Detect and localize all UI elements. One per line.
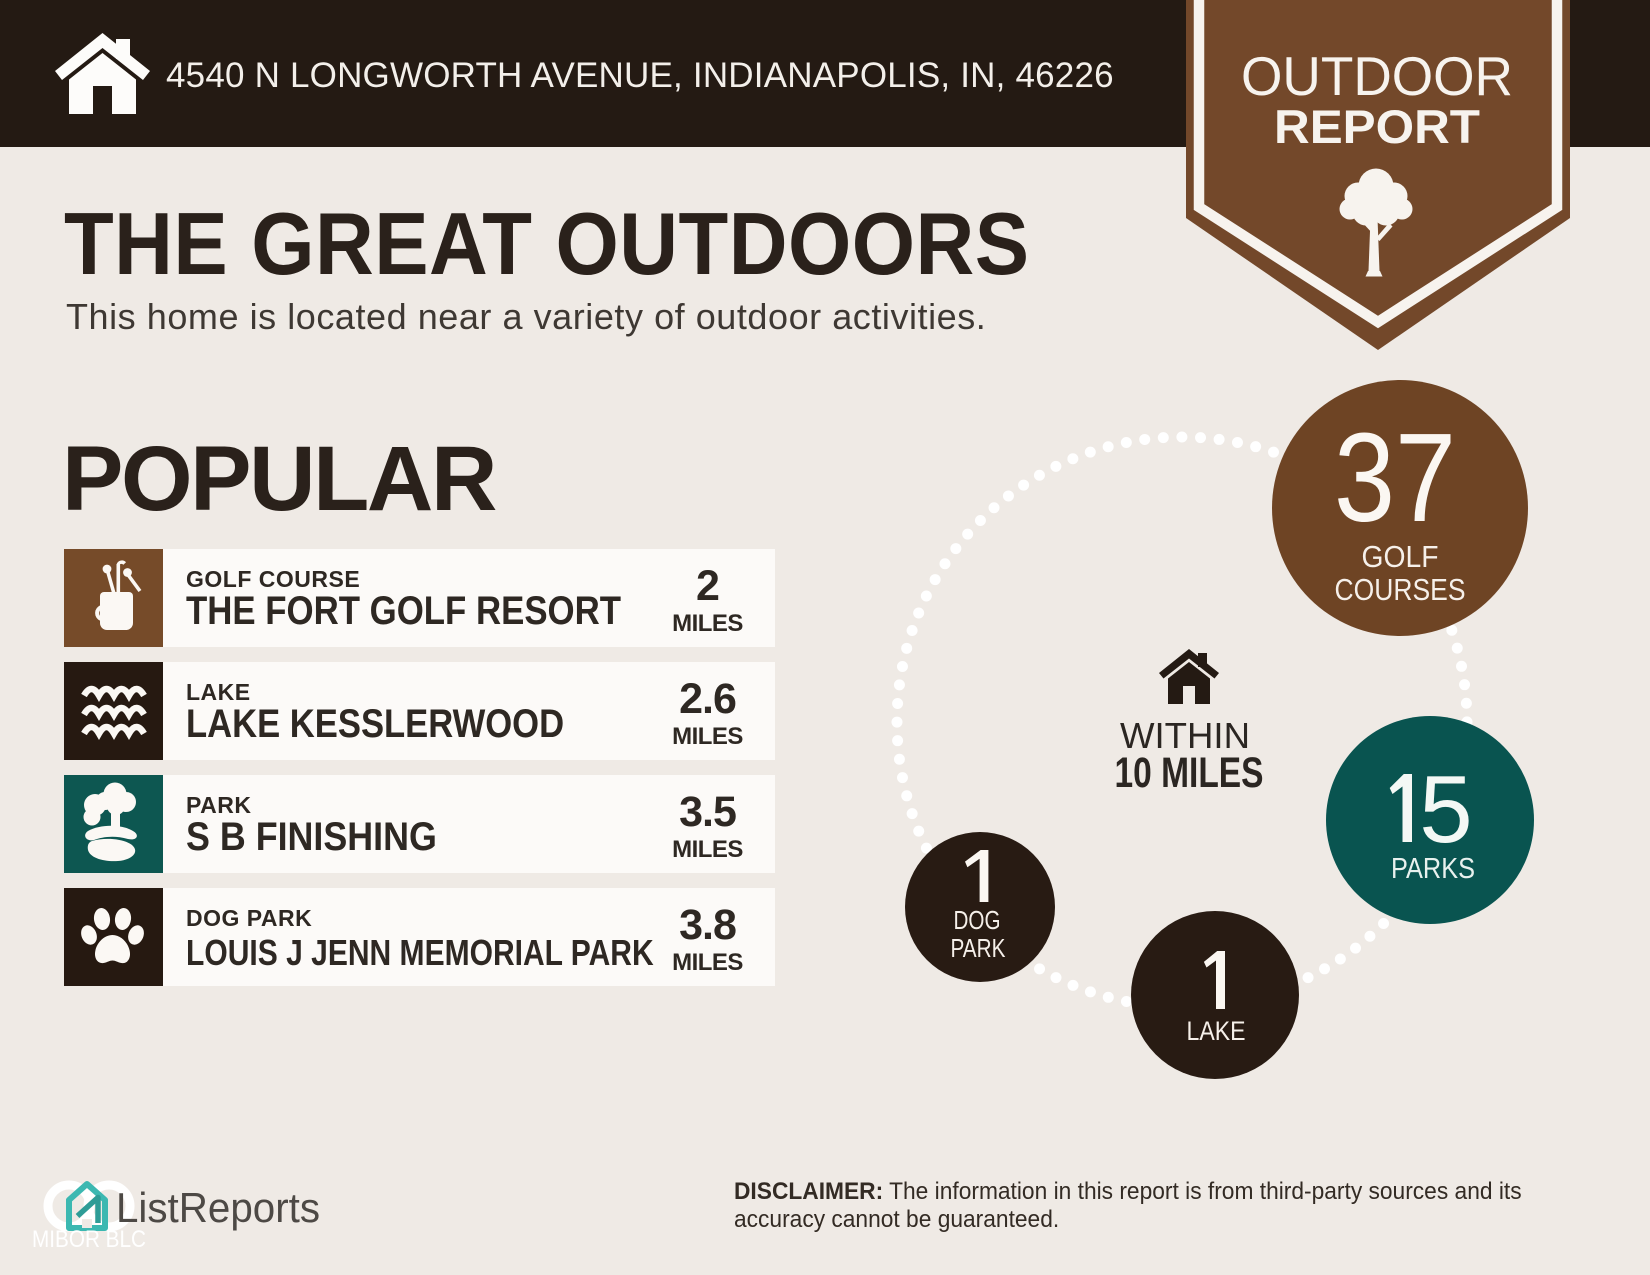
svg-text:LAKE: LAKE <box>1187 1016 1246 1046</box>
svg-text:DOG: DOG <box>954 905 1001 935</box>
svg-text:PARKS: PARKS <box>1391 853 1475 885</box>
svg-text:GOLF: GOLF <box>1362 539 1439 574</box>
svg-text:10 MILES: 10 MILES <box>1115 749 1264 797</box>
svg-text:37: 37 <box>1334 407 1456 548</box>
svg-text:COURSES: COURSES <box>1335 572 1466 607</box>
svg-text:PARK: PARK <box>951 933 1007 963</box>
svg-text:ListReports: ListReports <box>116 1184 320 1231</box>
svg-text:WITHIN: WITHIN <box>1120 715 1250 756</box>
svg-text:MIBOR BLC: MIBOR BLC <box>32 1226 146 1253</box>
svg-text:5: 5 <box>1419 756 1472 863</box>
svg-text:REPORT: REPORT <box>1274 100 1480 153</box>
svg-text:OUTDOOR: OUTDOOR <box>1241 45 1513 107</box>
